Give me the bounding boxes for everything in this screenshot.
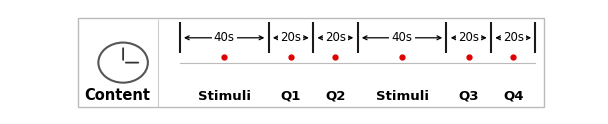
FancyBboxPatch shape xyxy=(78,18,544,108)
Text: Q3: Q3 xyxy=(458,90,479,103)
Text: Q1: Q1 xyxy=(281,90,301,103)
Text: 20s: 20s xyxy=(458,31,479,44)
Text: 20s: 20s xyxy=(280,31,302,44)
Text: Stimuli: Stimuli xyxy=(376,90,429,103)
Text: Q4: Q4 xyxy=(503,90,523,103)
Text: Stimuli: Stimuli xyxy=(198,90,250,103)
Text: Q2: Q2 xyxy=(325,90,345,103)
Text: 20s: 20s xyxy=(325,31,346,44)
Text: Content: Content xyxy=(85,88,150,103)
Text: 40s: 40s xyxy=(213,31,235,44)
Text: 40s: 40s xyxy=(392,31,412,44)
Text: 20s: 20s xyxy=(503,31,523,44)
